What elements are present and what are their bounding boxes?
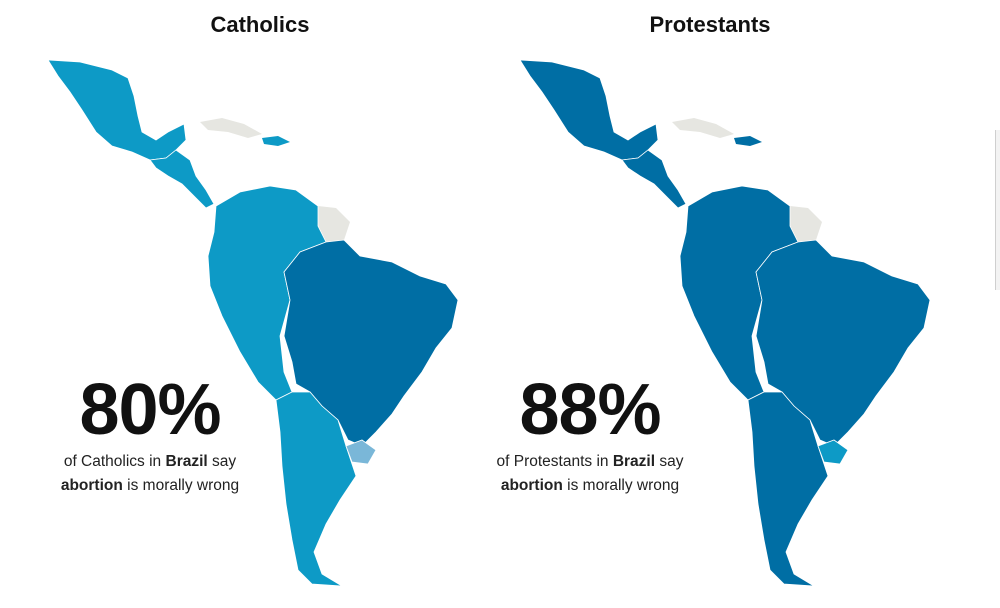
- caption: of Protestants in Brazil say abortion is…: [460, 450, 720, 498]
- region-brazil[interactable]: [755, 239, 930, 447]
- caption: of Catholics in Brazil say abortion is m…: [20, 450, 280, 498]
- latin-america-map-protestants: [519, 59, 930, 587]
- stat-block: 88% of Protestants in Brazil say abortio…: [460, 370, 720, 498]
- protestants-panel: Protestants 88% of Protestants in Brazil…: [430, 0, 930, 608]
- region-guianas: [318, 206, 350, 242]
- region-guianas: [790, 206, 822, 242]
- region-southern-cone[interactable]: [747, 391, 829, 587]
- panel-title: Catholics: [210, 12, 310, 37]
- region-central-america[interactable]: [149, 149, 215, 209]
- region-brazil[interactable]: [283, 239, 459, 447]
- region-north-andes[interactable]: [679, 185, 799, 401]
- caption-prefix: of Protestants in: [496, 453, 609, 470]
- region-hispaniola[interactable]: [262, 136, 290, 146]
- region-uruguay[interactable]: [817, 439, 849, 465]
- caption-suffix: is morally wrong: [127, 477, 240, 494]
- region-mexico[interactable]: [47, 59, 187, 161]
- region-central-america[interactable]: [621, 149, 687, 209]
- percent-value: 80%: [79, 370, 221, 450]
- region-cuba: [672, 118, 734, 138]
- region-hispaniola[interactable]: [734, 136, 762, 146]
- region-cuba: [200, 118, 262, 138]
- percent-value: 88%: [519, 370, 661, 450]
- panel-title: Protestants: [649, 12, 771, 37]
- caption-verb: say: [659, 453, 684, 470]
- caption-verb: say: [212, 453, 237, 470]
- caption-topic: abortion: [500, 477, 563, 494]
- caption-country: Brazil: [165, 453, 208, 470]
- caption-topic: abortion: [60, 477, 123, 494]
- catholics-panel: Catholics 80% of Catholics in Brazil say…: [20, 12, 459, 587]
- caption-country: Brazil: [612, 453, 656, 470]
- region-north-andes[interactable]: [207, 185, 327, 401]
- caption-suffix: is morally wrong: [567, 477, 680, 494]
- caption-prefix: of Catholics in: [63, 453, 162, 470]
- latin-america-map-catholics: [47, 59, 459, 587]
- region-mexico[interactable]: [519, 59, 659, 161]
- scrollbar[interactable]: [995, 130, 1000, 290]
- stat-block: 80% of Catholics in Brazil say abortion …: [20, 370, 280, 498]
- region-uruguay[interactable]: [345, 439, 377, 465]
- region-southern-cone[interactable]: [275, 391, 357, 587]
